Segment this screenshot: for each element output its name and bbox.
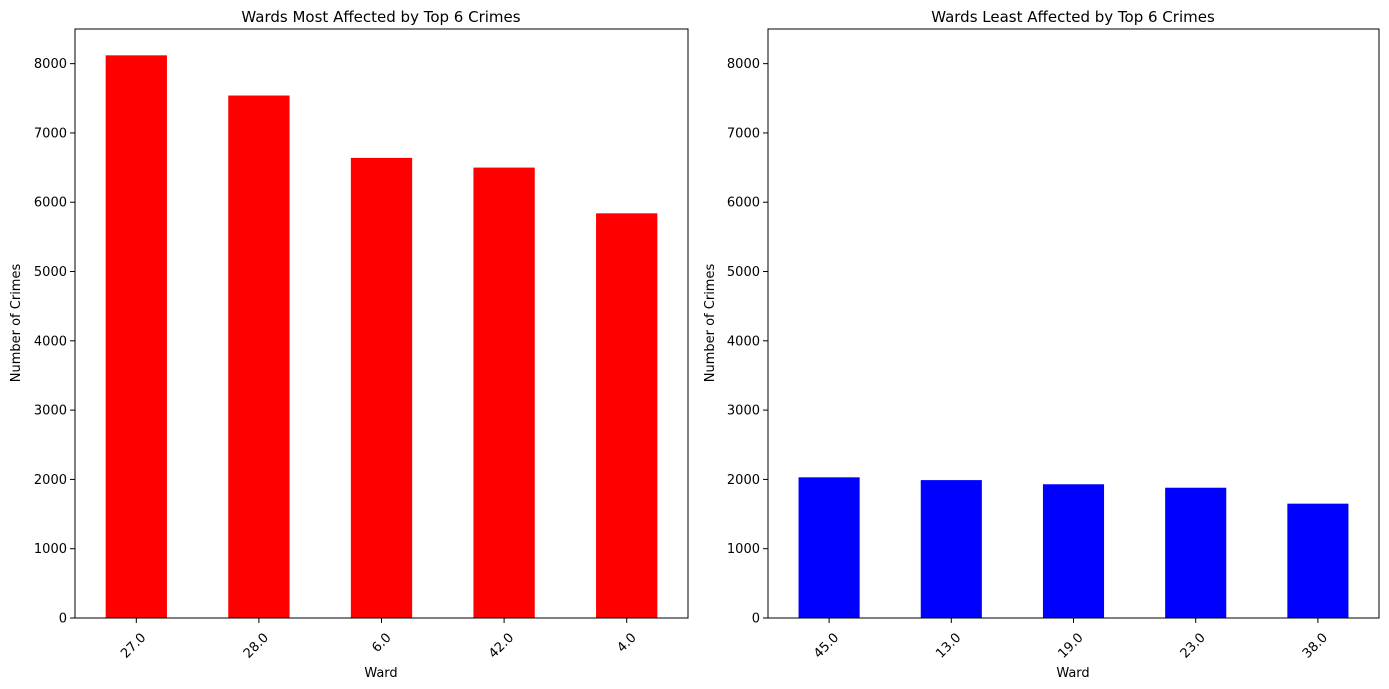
y-tick-label: 5000 <box>727 265 760 280</box>
y-tick-label: 0 <box>752 612 760 627</box>
y-tick-label: 6000 <box>727 196 760 211</box>
y-tick-label: 3000 <box>727 404 760 419</box>
x-tick-label: 42.0 <box>486 630 517 661</box>
bar <box>350 157 413 618</box>
y-tick-label: 5000 <box>34 265 67 280</box>
bar <box>798 477 860 618</box>
x-tick-label: 38.0 <box>1300 630 1331 661</box>
bar <box>1287 503 1349 618</box>
x-tick-label: 19.0 <box>1055 630 1086 661</box>
y-tick-label: 8000 <box>727 57 760 72</box>
y-tick-label: 6000 <box>34 196 67 211</box>
bar <box>228 95 290 619</box>
y-tick-label: 1000 <box>727 542 760 557</box>
y-tick-label: 2000 <box>34 473 67 488</box>
bar <box>473 167 535 618</box>
chart-title: Wards Least Affected by Top 6 Crimes <box>931 8 1215 26</box>
y-tick-label: 4000 <box>34 334 67 349</box>
y-tick-label: 1000 <box>34 542 67 557</box>
chart-least-affected: Wards Least Affected by Top 6 Crimes War… <box>703 8 1380 681</box>
y-tick-label: 3000 <box>34 404 67 419</box>
x-tick-label: 6.0 <box>369 630 394 655</box>
bar <box>1165 487 1227 618</box>
y-tick-label: 2000 <box>727 473 760 488</box>
y-axis-label: Number of Crimes <box>703 264 718 383</box>
y-tick-label: 7000 <box>727 126 760 141</box>
x-axis-label: Ward <box>1056 666 1089 681</box>
y-tick-label: 8000 <box>34 57 67 72</box>
x-tick-label: 23.0 <box>1178 630 1209 661</box>
x-axis-label: Ward <box>364 666 397 681</box>
bar <box>596 213 658 618</box>
x-tick-label: 13.0 <box>933 630 964 661</box>
chart-title: Wards Most Affected by Top 6 Crimes <box>241 8 520 26</box>
bar <box>105 55 167 618</box>
chart-most-affected: Wards Most Affected by Top 6 Crimes Ward… <box>9 8 689 681</box>
x-tick-label: 45.0 <box>811 630 842 661</box>
y-tick-label: 7000 <box>34 126 67 141</box>
x-tick-label: 28.0 <box>241 630 272 661</box>
x-tick-label: 27.0 <box>118 630 149 661</box>
bar <box>1042 484 1105 618</box>
bar <box>920 480 982 618</box>
y-tick-label: 4000 <box>727 334 760 349</box>
y-tick-label: 0 <box>59 612 67 627</box>
x-tick-label: 4.0 <box>615 630 640 655</box>
y-axis-label: Number of Crimes <box>9 264 24 383</box>
